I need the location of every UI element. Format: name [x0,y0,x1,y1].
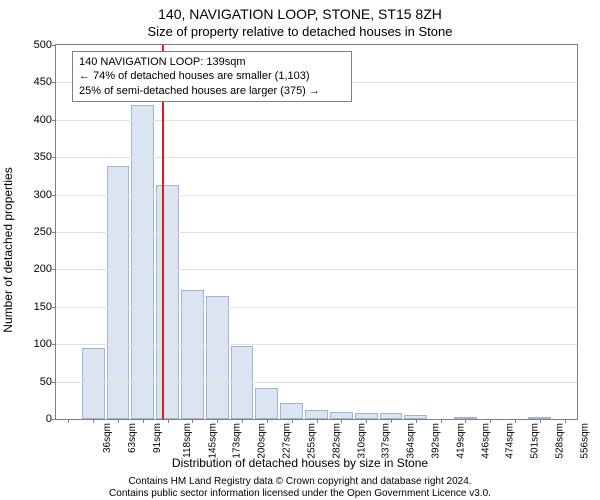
xtick-label: 282sqm [331,423,342,459]
xtick-label: 227sqm [282,423,293,459]
ytick-mark [52,382,56,383]
annotation-box: 140 NAVIGATION LOOP: 139sqm← 74% of deta… [72,51,352,102]
xtick-label: 310sqm [356,423,367,459]
xtick-mark [93,419,94,423]
xtick-label: 118sqm [182,423,193,458]
x-axis-label: Distribution of detached houses by size … [0,456,600,470]
xtick-label: 419sqm [455,423,466,459]
annotation-line: 140 NAVIGATION LOOP: 139sqm [79,55,345,69]
ytick-label: 400 [34,114,52,126]
ytick-label: 450 [34,76,52,88]
plot-area: 05010015020025030035040045050036sqm63sqm… [55,44,578,420]
bar [82,348,105,419]
chart-title: 140, NAVIGATION LOOP, STONE, ST15 8ZH [0,6,600,22]
xtick-label: 392sqm [431,423,442,459]
xtick-label: 474sqm [505,423,516,459]
xtick-mark [168,419,169,423]
xtick-mark [317,419,318,423]
xtick-label: 200sqm [257,423,268,459]
gridline-h [56,120,577,121]
bar [255,388,278,419]
xtick-mark [267,419,268,423]
xtick-mark [416,419,417,423]
ytick-mark [52,157,56,158]
xtick-mark [465,419,466,423]
xtick-mark [143,419,144,423]
gridline-h [56,232,577,233]
xtick-mark [565,419,566,423]
chart-subtitle: Size of property relative to detached ho… [0,24,600,39]
ytick-mark [52,45,56,46]
ytick-label: 150 [34,301,52,313]
ytick-mark [52,307,56,308]
xtick-label: 446sqm [480,423,491,459]
bar [305,410,328,419]
ytick-mark [52,344,56,345]
gridline-h [56,157,577,158]
ytick-mark [52,419,56,420]
xtick-label: 145sqm [207,423,218,459]
xtick-label: 364sqm [406,423,417,459]
xtick-mark [366,419,367,423]
gridline-h [56,344,577,345]
gridline-h [56,269,577,270]
ytick-label: 300 [34,189,52,201]
ytick-label: 200 [34,263,52,275]
chart-wrap: 140, NAVIGATION LOOP, STONE, ST15 8ZH Si… [0,0,600,500]
annotation-line: 25% of semi-detached houses are larger (… [79,84,345,98]
gridline-h [56,307,577,308]
xtick-mark [118,419,119,423]
xtick-label: 501sqm [530,423,541,459]
xtick-label: 556sqm [579,423,590,459]
xtick-mark [391,419,392,423]
annotation-line: ← 74% of detached houses are smaller (1,… [79,69,345,83]
xtick-mark [441,419,442,423]
xtick-mark [341,419,342,423]
xtick-mark [217,419,218,423]
y-axis-label: Number of detached properties [1,167,15,332]
xtick-label: 255sqm [306,423,317,459]
ytick-label: 250 [34,226,52,238]
bar [131,105,154,419]
xtick-label: 337sqm [381,423,392,459]
bar [330,412,353,419]
xtick-mark [540,419,541,423]
xtick-mark [515,419,516,423]
xtick-mark [292,419,293,423]
gridline-h [56,195,577,196]
bar [280,403,303,419]
xtick-label: 173sqm [232,423,243,459]
footnote-line: Contains public sector information licen… [0,488,600,500]
bar [231,346,254,419]
xtick-mark [242,419,243,423]
ytick-label: 350 [34,151,52,163]
ytick-label: 100 [34,338,52,350]
xtick-mark [192,419,193,423]
ytick-mark [52,232,56,233]
xtick-mark [490,419,491,423]
ytick-label: 500 [34,39,52,51]
xtick-label: 91sqm [152,423,163,453]
ytick-mark [52,82,56,83]
ytick-mark [52,195,56,196]
ytick-label: 50 [40,376,52,388]
chart-footnote: Contains HM Land Registry data © Crown c… [0,476,600,500]
xtick-label: 63sqm [127,423,138,453]
bar [206,296,229,419]
ytick-mark [52,269,56,270]
ytick-label: 0 [46,413,52,425]
ytick-mark [52,120,56,121]
xtick-label: 528sqm [555,423,566,459]
xtick-label: 36sqm [102,423,113,453]
gridline-h [56,382,577,383]
xtick-mark [68,419,69,423]
bar [181,290,204,419]
footnote-line: Contains HM Land Registry data © Crown c… [0,476,600,488]
bar [156,185,179,419]
